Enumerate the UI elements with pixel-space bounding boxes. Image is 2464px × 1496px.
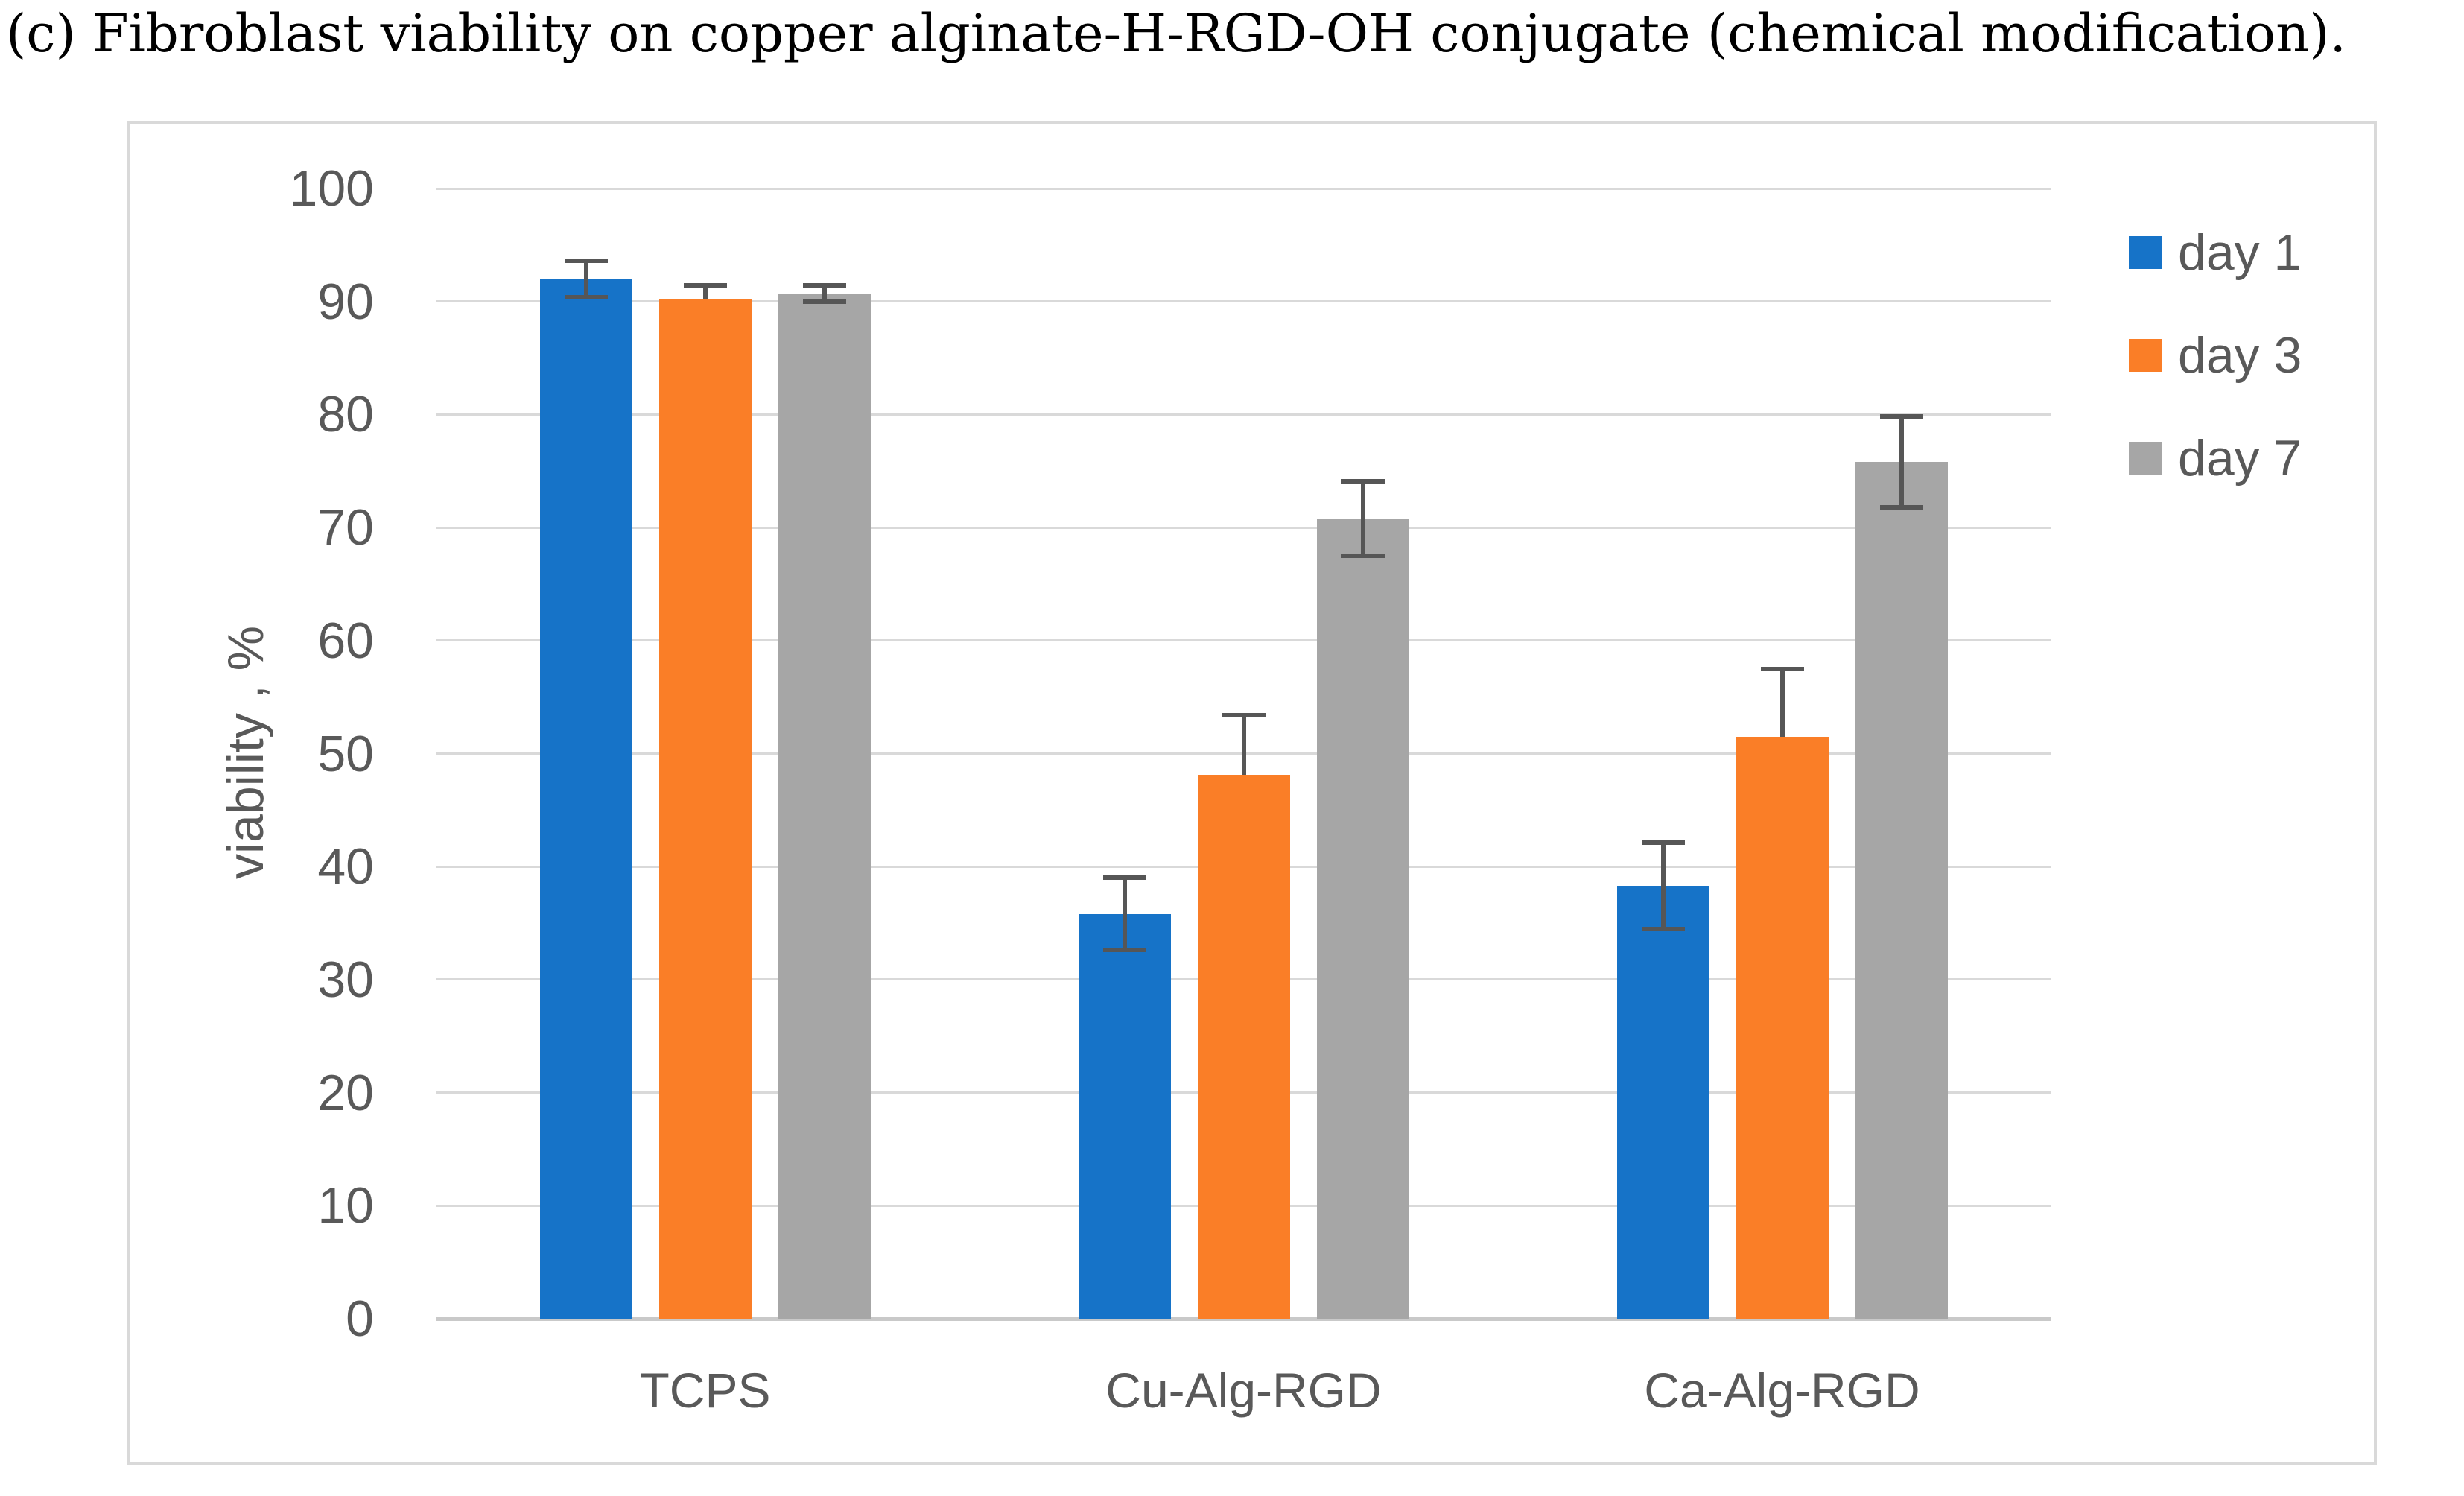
bar-day-3-ca-alg-rgd <box>1736 736 1829 1319</box>
y-tick-label-40: 40 <box>317 838 374 896</box>
legend-swatch-day-1 <box>2129 236 2162 269</box>
error-bar-cap-top <box>1641 840 1685 846</box>
gridline-90 <box>436 300 2051 303</box>
bar-day-7-ca-alg-rgd <box>1855 462 1948 1319</box>
bar-day-3-tcps <box>658 299 752 1319</box>
y-tick-label-20: 20 <box>317 1064 374 1121</box>
error-bar-cap-top <box>1760 666 1804 671</box>
gridline-70 <box>436 526 2051 529</box>
y-tick-label-60: 60 <box>317 612 374 669</box>
legend-item-day-7: day 7 <box>2129 429 2302 487</box>
x-axis-line <box>436 1317 2051 1321</box>
error-bar-line <box>1241 714 1246 776</box>
gridline-80 <box>436 413 2051 416</box>
legend-swatch-day-7 <box>2129 442 2162 475</box>
y-tick-label-50: 50 <box>317 725 374 782</box>
y-tick-label-70: 70 <box>317 499 374 557</box>
y-tick-label-30: 30 <box>317 951 374 1008</box>
legend-label-day-7: day 7 <box>2178 430 2302 486</box>
error-bar-line <box>1779 668 1785 737</box>
y-tick-label-10: 10 <box>317 1177 374 1234</box>
error-bar-cap-bottom <box>1879 504 1923 510</box>
error-bar-cap-top <box>1341 478 1385 484</box>
y-tick-label-100: 100 <box>289 160 374 217</box>
bar-day-7-cu-alg-rgd <box>1316 518 1409 1319</box>
gridline-60 <box>436 639 2051 642</box>
legend-item-day-3: day 3 <box>2129 326 2302 384</box>
error-bar-cap-bottom <box>802 299 846 304</box>
bar-day-1-tcps <box>539 279 632 1319</box>
legend-item-day-1: day 1 <box>2129 224 2302 282</box>
error-bar-cap-bottom <box>564 294 608 299</box>
error-bar-cap-top <box>1222 712 1266 717</box>
error-bar-cap-top <box>1879 414 1923 419</box>
x-category-label-cu-alg-rgd: Cu-Alg-RGD <box>1105 1363 1382 1418</box>
error-bar-line <box>702 285 708 299</box>
gridline-100 <box>436 187 2051 190</box>
legend-swatch-day-3 <box>2129 339 2162 372</box>
error-bar-cap-top <box>683 283 727 288</box>
legend-label-day-3: day 3 <box>2178 327 2302 384</box>
error-bar-line <box>1360 481 1365 556</box>
y-tick-label-0: 0 <box>346 1290 374 1347</box>
error-bar-cap-bottom <box>1641 926 1685 931</box>
y-tick-label-90: 90 <box>317 273 374 330</box>
error-bar-cap-bottom <box>1341 554 1385 559</box>
y-tick-label-80: 80 <box>317 386 374 443</box>
error-bar-cap-bottom <box>1102 948 1146 953</box>
x-category-label-ca-alg-rgd: Ca-Alg-RGD <box>1644 1363 1920 1418</box>
x-category-label-tcps: TCPS <box>639 1363 771 1418</box>
bar-day-1-cu-alg-rgd <box>1078 913 1171 1319</box>
error-bar-line <box>1660 843 1666 929</box>
bar-day-7-tcps <box>778 294 871 1319</box>
error-bar-cap-top <box>564 259 608 264</box>
bar-day-1-ca-alg-rgd <box>1616 885 1709 1319</box>
legend-label-day-1: day 1 <box>2178 224 2302 281</box>
error-bar-line <box>1899 416 1904 507</box>
error-bar-line <box>583 261 588 297</box>
error-bar-cap-top <box>802 283 846 288</box>
error-bar-line <box>822 285 827 302</box>
error-bar-cap-top <box>1102 875 1146 881</box>
bar-day-3-cu-alg-rgd <box>1197 775 1290 1319</box>
error-bar-line <box>1122 878 1127 951</box>
figure-caption: (c) Fibroblast viability on copper algin… <box>6 3 2346 64</box>
